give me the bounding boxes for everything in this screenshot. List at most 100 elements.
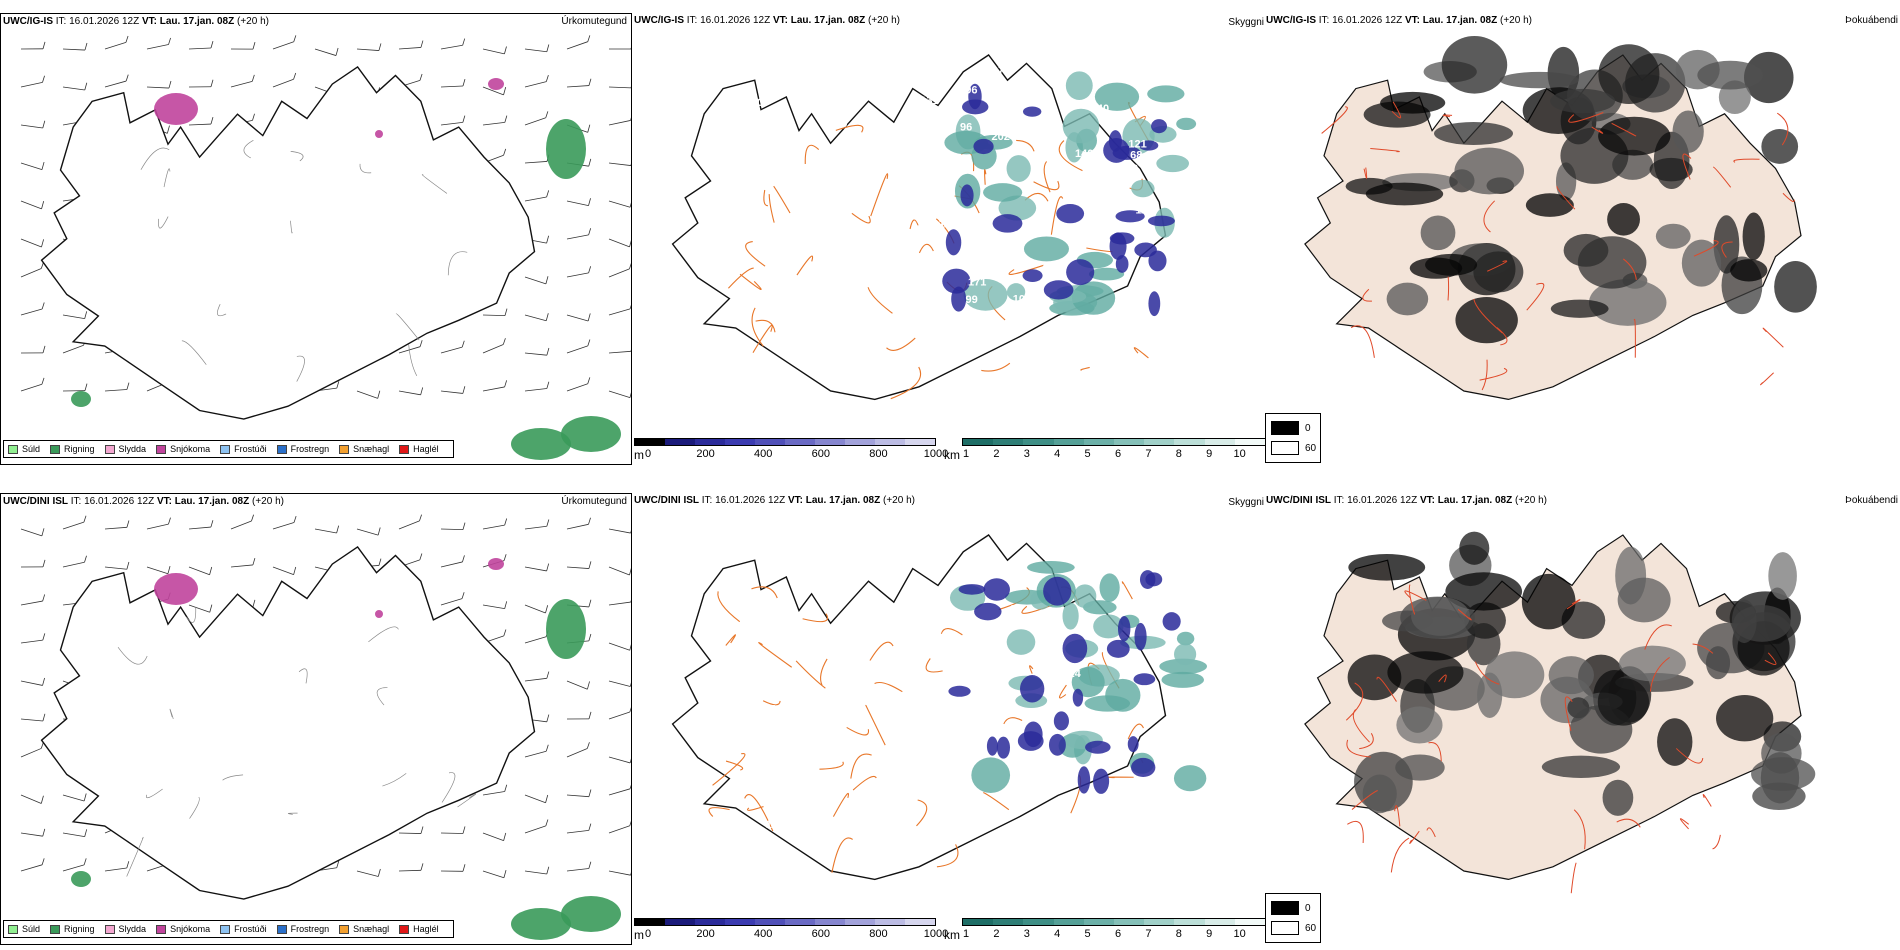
road-line — [382, 773, 407, 787]
low-visibility-area — [1006, 155, 1031, 182]
ceiling-area — [1043, 280, 1074, 300]
wind-barb — [146, 37, 171, 50]
legend-item: Snæhagl — [339, 924, 389, 934]
road-line — [725, 634, 736, 646]
wind-barb — [608, 263, 631, 278]
fog-area — [1441, 36, 1508, 94]
legend-label: Súld — [22, 444, 41, 454]
wind-barb — [104, 561, 130, 570]
road-line — [1556, 185, 1576, 210]
wind-barb — [608, 756, 631, 764]
road-line — [1352, 709, 1370, 743]
ceiling-label: 123 — [758, 111, 776, 123]
road-line — [1564, 696, 1573, 732]
fog-map-top — [1304, 36, 1817, 401]
legend-swatch — [339, 924, 350, 934]
precip-type-map-top — [20, 35, 631, 460]
road-line — [1479, 367, 1508, 381]
wind-barb — [608, 200, 631, 208]
road-line — [1760, 372, 1774, 386]
precip-area — [154, 573, 198, 605]
ceiling-area — [962, 99, 989, 115]
visibility-colorbar-top: km 1 2 3 4 5 6 7 8 9 10 — [944, 438, 1266, 464]
road-line — [1616, 818, 1641, 828]
road-line — [1693, 240, 1719, 257]
road-line — [1633, 318, 1636, 358]
colorbar-tick-label: 800 — [869, 448, 888, 460]
colorbar-tick-label: 7 — [1145, 448, 1152, 460]
ceiling-label: 121 — [916, 218, 934, 230]
lead-time: (+20 h) — [1500, 15, 1532, 26]
road-line — [1675, 748, 1704, 764]
lead-time: (+20 h) — [252, 496, 284, 507]
ceiling-area — [1138, 140, 1159, 151]
colorbar-tick-label: 5 — [1084, 448, 1091, 460]
fog-area — [1657, 718, 1693, 766]
legend-item: Frostúði — [220, 924, 267, 934]
ceiling-area — [996, 736, 1011, 759]
low-visibility-area — [1006, 283, 1026, 301]
vt-label: VT: — [156, 496, 172, 507]
it-label: IT: — [55, 16, 67, 27]
ceiling-area — [945, 229, 962, 256]
visibility-panel-top: 123 171 96 100 140 74 58 68 123 104 102 87 100 100 99 9… — [632, 13, 1264, 465]
colorbar-segment — [725, 919, 755, 925]
ceiling-area — [1109, 232, 1135, 245]
ceiling-label: 113 — [769, 118, 787, 130]
legend-item: Rigning — [50, 444, 95, 454]
colorbar-tick-label: 1 — [962, 928, 970, 940]
road-line — [1568, 112, 1604, 123]
wind-barb — [524, 519, 550, 530]
wind-barb — [356, 43, 382, 51]
colorbar-segment — [785, 439, 815, 445]
colorbar-tick-label: 3 — [1023, 448, 1030, 460]
precip-type-panel-top: UWC/IG-IS IT: 16.01.2026 12Z VT: Lau. 17… — [0, 13, 632, 465]
precip-type-map-bottom — [20, 514, 631, 940]
wind-barb — [440, 115, 466, 126]
wind-barb — [20, 200, 45, 210]
it-value: 16.01.2026 12Z — [715, 495, 786, 506]
ceiling-label: 101 — [1017, 342, 1035, 354]
vt-label: VT: — [1419, 495, 1435, 506]
wind-barb — [272, 516, 297, 530]
wind-barb — [608, 349, 631, 354]
wind-barb — [104, 74, 129, 88]
ceiling-label: 75 — [998, 65, 1010, 77]
road-line — [1428, 742, 1442, 762]
wind-barb — [62, 858, 87, 872]
ceiling-label: 123 — [785, 313, 803, 325]
ceiling-label: 94 — [1013, 232, 1026, 244]
wind-barb — [608, 390, 631, 398]
road-line — [145, 788, 163, 799]
vt-label: VT: — [141, 16, 157, 27]
ceiling-area — [1048, 733, 1066, 756]
road-line — [243, 140, 254, 159]
colorbar-tick-label: 9 — [1206, 928, 1213, 940]
low-visibility-area — [1062, 108, 1100, 144]
road-line — [1611, 122, 1637, 137]
fog-area — [1733, 605, 1791, 642]
road-line — [870, 173, 889, 217]
fog-legend-min: 0 — [1305, 902, 1311, 914]
colorbar-segment — [1083, 919, 1115, 925]
wind-barb — [482, 870, 507, 879]
ceiling-label: 98 — [1046, 623, 1058, 635]
legend-swatch — [276, 924, 287, 934]
road-line — [1080, 366, 1090, 371]
road-line — [1346, 739, 1371, 758]
legend-item: Frostregn — [276, 924, 329, 934]
ceiling-label: 119 — [1110, 740, 1128, 752]
road-line — [158, 216, 169, 229]
legend-item: Haglél — [399, 924, 439, 934]
colorbar-segment — [665, 439, 695, 445]
legend-label: Snæhagl — [353, 924, 390, 934]
wind-barb — [566, 78, 592, 88]
fog-area — [1742, 212, 1765, 261]
wind-barb — [440, 78, 466, 88]
road-line — [819, 761, 844, 770]
low-visibility-area — [1088, 267, 1125, 281]
colorbar-segment — [1144, 439, 1175, 445]
height-colorbar-top: m 0 200 400 600 800 1000 — [634, 438, 948, 464]
road-line — [820, 658, 828, 686]
it-value: 16.01.2026 12Z — [700, 15, 771, 26]
